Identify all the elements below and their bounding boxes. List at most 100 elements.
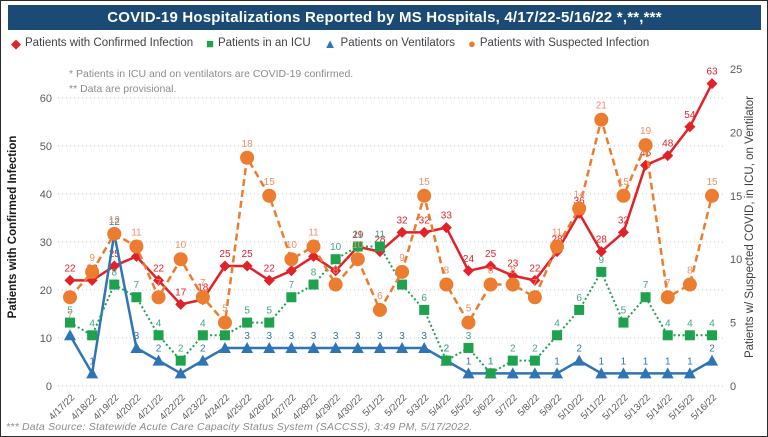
- left-axis-title: Patients with Confirmed Infection: [7, 136, 19, 319]
- svg-text:3: 3: [134, 331, 140, 342]
- svg-text:33: 33: [441, 211, 453, 222]
- svg-text:18: 18: [242, 139, 254, 150]
- svg-text:8: 8: [311, 268, 317, 279]
- square-icon: ■: [206, 35, 214, 51]
- svg-text:60: 60: [40, 93, 52, 105]
- svg-text:3: 3: [355, 331, 361, 342]
- svg-text:25: 25: [485, 249, 497, 260]
- svg-text:10: 10: [286, 240, 298, 251]
- svg-text:8: 8: [488, 266, 494, 277]
- svg-text:20: 20: [730, 127, 742, 139]
- svg-text:2: 2: [444, 344, 450, 355]
- svg-text:12: 12: [109, 217, 121, 228]
- svg-text:5: 5: [244, 306, 250, 317]
- circle-icon: ●: [467, 35, 476, 51]
- svg-text:9: 9: [399, 253, 405, 264]
- svg-text:1: 1: [488, 356, 494, 367]
- svg-text:4: 4: [709, 318, 715, 329]
- svg-text:63: 63: [706, 67, 718, 78]
- data-source-note: *** Data Source: Statewide Acute Care Ca…: [6, 421, 473, 433]
- svg-text:7: 7: [665, 278, 671, 289]
- svg-text:2: 2: [510, 344, 516, 355]
- svg-text:2: 2: [156, 344, 162, 355]
- svg-text:7: 7: [643, 280, 649, 291]
- svg-text:1: 1: [643, 356, 649, 367]
- svg-text:9: 9: [89, 253, 95, 264]
- svg-text:5: 5: [266, 306, 272, 317]
- svg-text:10: 10: [352, 240, 364, 251]
- svg-text:22: 22: [529, 263, 541, 274]
- series-patients-with-confirmed-infection: [64, 78, 718, 310]
- series-patients-with-suspected-infection: [63, 112, 719, 330]
- svg-text:15: 15: [419, 177, 431, 188]
- svg-text:54: 54: [684, 110, 696, 121]
- svg-text:7: 7: [67, 310, 73, 321]
- svg-text:4: 4: [200, 318, 206, 329]
- svg-text:2: 2: [444, 344, 450, 355]
- svg-text:8: 8: [444, 266, 450, 277]
- svg-text:6: 6: [576, 293, 582, 304]
- legend-label: Patients in an ICU: [217, 37, 311, 49]
- svg-text:25: 25: [242, 249, 254, 260]
- svg-text:21: 21: [596, 101, 608, 112]
- svg-text:10: 10: [330, 242, 342, 253]
- svg-text:11: 11: [131, 228, 142, 239]
- svg-text:25: 25: [730, 64, 742, 76]
- svg-text:5: 5: [621, 306, 627, 317]
- series-patients-in-an-icu: [65, 241, 717, 379]
- footnote-icu-vent: * Patients in ICU and on ventilators are…: [69, 68, 354, 80]
- svg-text:6: 6: [377, 291, 383, 302]
- svg-text:28: 28: [596, 235, 608, 246]
- svg-text:11: 11: [353, 230, 364, 241]
- svg-text:14: 14: [574, 189, 586, 200]
- footnote-provisional: ** Data are provisional.: [69, 83, 177, 95]
- svg-text:40: 40: [40, 189, 52, 201]
- svg-text:29: 29: [352, 230, 364, 241]
- svg-text:5: 5: [730, 318, 736, 330]
- svg-text:2: 2: [576, 344, 582, 355]
- svg-text:7: 7: [289, 280, 295, 291]
- legend-label: Patients with Suspected Infection: [479, 37, 650, 49]
- legend-item-2: ■ Patients in an ICU: [206, 37, 311, 50]
- svg-text:22: 22: [153, 263, 165, 274]
- legend-label: Patients with Confirmed Infection: [25, 37, 194, 49]
- svg-text:30: 30: [40, 237, 52, 249]
- svg-text:7: 7: [134, 280, 140, 291]
- svg-text:32: 32: [397, 215, 409, 226]
- svg-text:4: 4: [687, 318, 693, 329]
- svg-text:1: 1: [621, 356, 627, 367]
- svg-text:1: 1: [665, 356, 671, 367]
- left-axis-tick-labels: 0 10 20 30 40 50 60: [40, 93, 52, 393]
- legend-item-3: ▲ Patients on Ventilators: [324, 37, 455, 50]
- svg-text:18: 18: [197, 283, 209, 294]
- svg-text:10: 10: [40, 333, 52, 345]
- legend-label: Patients on Ventilators: [340, 37, 455, 49]
- svg-text:23: 23: [507, 259, 519, 270]
- right-axis-tick-labels: 0 5 10 15 20 25: [730, 64, 742, 393]
- svg-text:15: 15: [730, 191, 742, 203]
- svg-text:3: 3: [311, 331, 317, 342]
- svg-text:2: 2: [709, 344, 715, 355]
- svg-text:19: 19: [640, 126, 652, 137]
- svg-text:5/4/22: 5/4/22: [427, 392, 453, 418]
- svg-text:5/8/22: 5/8/22: [516, 392, 542, 418]
- svg-text:15: 15: [264, 177, 276, 188]
- svg-text:1: 1: [687, 356, 693, 367]
- svg-text:1: 1: [599, 356, 605, 367]
- svg-text:5: 5: [67, 306, 73, 317]
- svg-text:5/2/22: 5/2/22: [383, 392, 409, 418]
- svg-text:7: 7: [200, 278, 206, 289]
- right-axis-title: Patients w/ Suspected COVID, in ICU, on …: [744, 96, 756, 358]
- svg-text:22: 22: [64, 263, 76, 274]
- svg-text:3: 3: [466, 331, 472, 342]
- svg-text:3: 3: [333, 331, 339, 342]
- legend-item-1: ◆ Patients with Confirmed Infection: [11, 37, 193, 50]
- svg-text:3: 3: [377, 331, 383, 342]
- svg-text:5/6/22: 5/6/22: [471, 392, 497, 418]
- triangle-icon: ▲: [323, 35, 337, 51]
- svg-text:0: 0: [46, 381, 52, 393]
- diamond-icon: ◆: [11, 35, 21, 51]
- svg-text:1: 1: [466, 356, 472, 367]
